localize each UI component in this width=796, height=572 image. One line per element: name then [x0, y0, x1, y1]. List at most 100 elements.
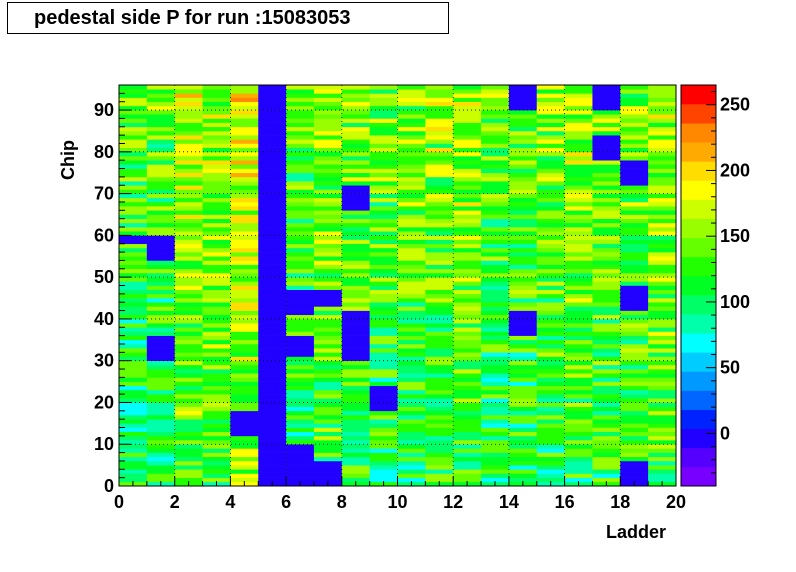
heatmap-cell — [286, 160, 315, 165]
heatmap-cell — [397, 448, 426, 453]
heatmap-cell — [174, 394, 203, 399]
heatmap-cell — [146, 477, 175, 483]
heatmap-cell — [397, 385, 426, 391]
colorbar-band — [681, 466, 716, 487]
heatmap-cell — [397, 172, 426, 178]
heatmap-cell — [648, 419, 677, 424]
heatmap-cell — [230, 243, 259, 249]
heatmap-cell — [341, 369, 370, 374]
heatmap-cell — [286, 252, 315, 257]
heatmap-cell — [313, 314, 343, 320]
heatmap-cell — [202, 105, 231, 111]
heatmap-cell — [620, 256, 649, 261]
heatmap-cell — [341, 231, 370, 236]
heatmap-cell — [258, 460, 287, 466]
heatmap-cell — [119, 327, 148, 332]
heatmap-cell — [592, 335, 621, 341]
heatmap-cell — [230, 268, 259, 274]
heatmap-cell — [481, 176, 510, 182]
heatmap-cell — [648, 268, 677, 274]
heatmap-cell — [369, 118, 398, 123]
heatmap-cell — [341, 473, 370, 478]
heatmap-cell — [230, 427, 259, 432]
heatmap-cell — [313, 452, 343, 458]
heatmap-cell — [453, 343, 482, 349]
heatmap-cell — [453, 243, 482, 249]
heatmap-cell — [564, 268, 593, 274]
heatmap-cell — [202, 285, 231, 290]
heatmap-cell — [536, 264, 565, 270]
heatmap-cell — [620, 356, 649, 361]
heatmap-cell — [369, 381, 398, 387]
heatmap-cell — [536, 222, 565, 228]
heatmap-cell — [481, 477, 510, 483]
x-tick-label: 10 — [387, 492, 407, 512]
heatmap-cell — [397, 160, 426, 165]
heatmap-cell — [592, 172, 621, 178]
heatmap-cell — [425, 143, 454, 148]
heatmap-cell — [146, 414, 175, 420]
heatmap-cell — [258, 151, 287, 157]
heatmap-cell — [174, 181, 203, 186]
heatmap-cell — [536, 160, 565, 165]
heatmap-cell — [564, 277, 593, 282]
heatmap-cell — [648, 189, 677, 194]
heatmap-cell — [564, 156, 593, 161]
heatmap-cell — [286, 414, 315, 420]
heatmap-cell — [313, 302, 343, 307]
heatmap-cell — [564, 130, 593, 136]
heatmap-cell — [369, 97, 398, 103]
heatmap-cell — [202, 197, 231, 203]
heatmap-cell — [286, 126, 315, 132]
heatmap-cell — [564, 369, 593, 374]
heatmap-cell — [341, 193, 370, 199]
heatmap-cell — [620, 193, 649, 199]
heatmap-cell — [397, 256, 426, 261]
heatmap-cell — [536, 89, 565, 94]
heatmap-cell — [592, 176, 621, 182]
heatmap-cell — [341, 101, 370, 107]
heatmap-cell — [425, 327, 454, 332]
colorbar-band — [681, 295, 716, 315]
heatmap-cell — [453, 339, 482, 345]
heatmap-cell — [119, 310, 148, 316]
heatmap-cell — [286, 348, 315, 353]
heatmap-cell — [536, 285, 565, 290]
heatmap-cell — [258, 201, 287, 207]
heatmap-cell — [425, 410, 454, 416]
heatmap-cell — [453, 164, 482, 169]
heatmap-cell — [425, 318, 454, 324]
grid-lines — [119, 85, 676, 486]
heatmap-cell — [508, 252, 538, 257]
heatmap-cell — [341, 373, 370, 378]
heatmap-cell — [564, 410, 593, 416]
heatmap-cell — [146, 440, 175, 445]
heatmap-cell — [481, 264, 510, 270]
heatmap-cell — [341, 201, 370, 207]
heatmap-cell — [313, 210, 343, 215]
heatmap-cell — [369, 348, 398, 353]
heatmap-cell — [202, 110, 231, 115]
heatmap-cell — [481, 105, 510, 111]
heatmap-cell — [202, 181, 231, 186]
heatmap-cell — [481, 227, 510, 232]
y-axis-title: Chip — [58, 140, 78, 180]
heatmap-cell — [119, 373, 148, 378]
heatmap-cell — [620, 394, 649, 399]
heatmap-cell — [119, 264, 148, 270]
heatmap-cell — [202, 176, 231, 182]
heatmap-cell — [481, 147, 510, 153]
heatmap-cell — [286, 440, 315, 445]
heatmap-cell — [202, 339, 231, 345]
heatmap-cell — [620, 465, 649, 470]
heatmap-cell — [119, 293, 148, 299]
heatmap-cell — [648, 389, 677, 395]
heatmap-cell — [119, 176, 148, 182]
heatmap-cell — [119, 389, 148, 395]
heatmap-cell — [648, 398, 677, 403]
heatmap-cell — [592, 156, 621, 161]
heatmap-cell — [425, 231, 454, 236]
heatmap-cell — [369, 452, 398, 458]
heatmap-cell — [341, 440, 370, 445]
heatmap-cell — [174, 335, 203, 341]
